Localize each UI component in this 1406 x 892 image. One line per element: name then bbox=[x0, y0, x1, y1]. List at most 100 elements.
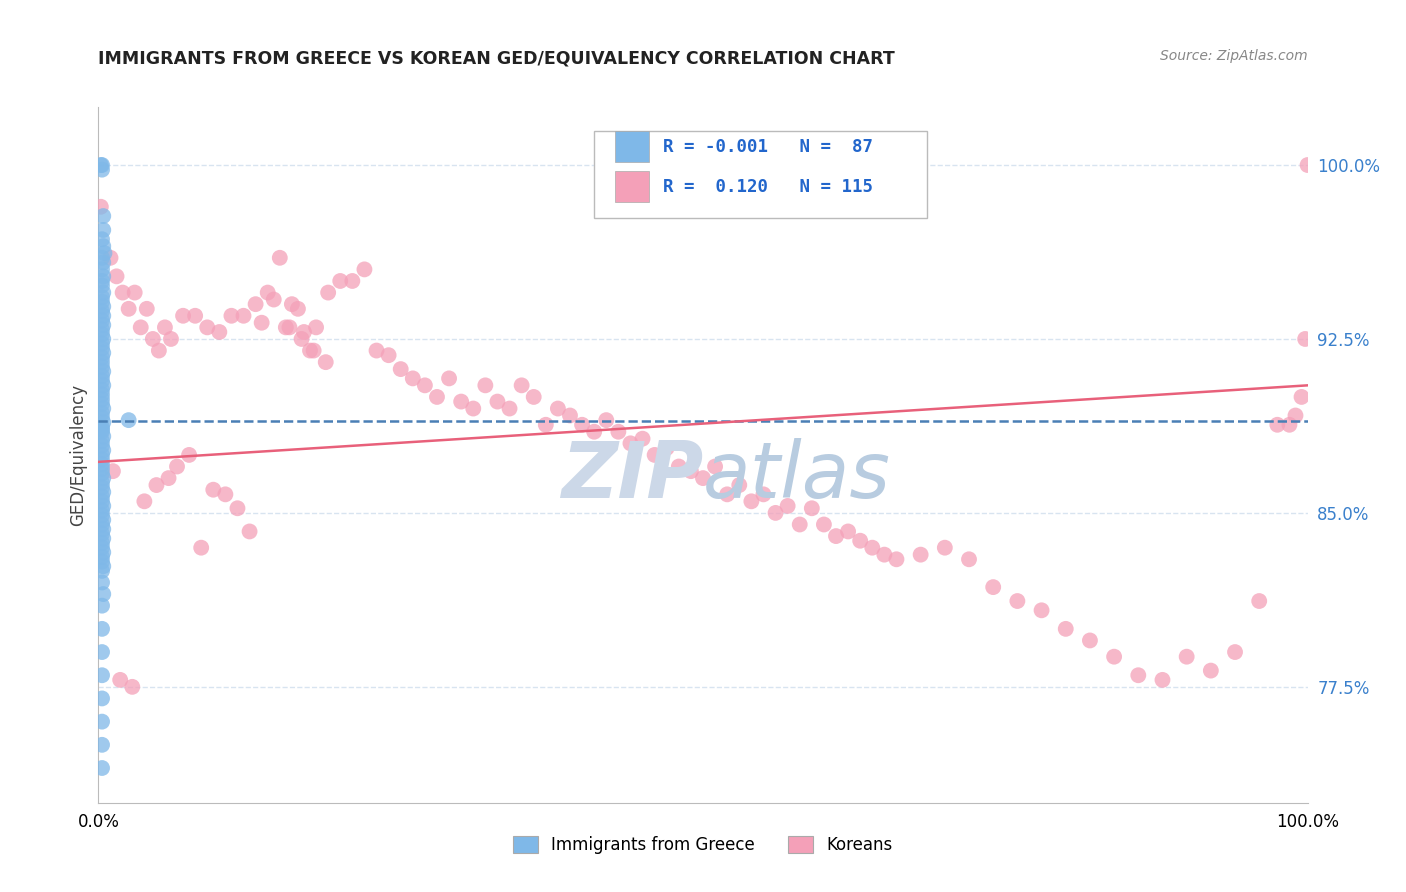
Point bbox=[142, 332, 165, 346]
Point bbox=[1007, 594, 1029, 608]
Point bbox=[91, 323, 114, 337]
Point bbox=[91, 332, 114, 346]
Point bbox=[91, 336, 114, 351]
Point bbox=[91, 406, 114, 420]
Point bbox=[534, 417, 557, 432]
Point bbox=[91, 549, 114, 564]
Point bbox=[305, 320, 328, 334]
Point bbox=[1223, 645, 1246, 659]
Point bbox=[510, 378, 533, 392]
Point bbox=[91, 425, 114, 439]
Point bbox=[287, 301, 309, 316]
Point bbox=[595, 413, 617, 427]
Text: R =  0.120   N = 115: R = 0.120 N = 115 bbox=[664, 178, 873, 196]
Point bbox=[91, 555, 114, 569]
Point bbox=[172, 309, 194, 323]
Point bbox=[195, 320, 218, 334]
Point bbox=[619, 436, 641, 450]
Point bbox=[91, 587, 114, 601]
Point bbox=[90, 200, 112, 214]
Point bbox=[91, 369, 114, 384]
Point bbox=[1102, 649, 1125, 664]
Point bbox=[129, 320, 152, 334]
Point bbox=[353, 262, 375, 277]
Point bbox=[145, 478, 167, 492]
Point bbox=[981, 580, 1004, 594]
Point bbox=[91, 158, 114, 172]
Point bbox=[91, 522, 114, 536]
Point bbox=[813, 517, 835, 532]
Point bbox=[226, 501, 249, 516]
Point bbox=[377, 348, 399, 362]
Point bbox=[450, 394, 472, 409]
Point bbox=[91, 517, 114, 532]
Point bbox=[91, 313, 114, 327]
Point bbox=[91, 494, 114, 508]
Point bbox=[315, 355, 337, 369]
Point bbox=[91, 443, 114, 458]
FancyBboxPatch shape bbox=[614, 131, 648, 162]
Point bbox=[214, 487, 236, 501]
Point bbox=[498, 401, 520, 416]
Point bbox=[91, 378, 114, 392]
Text: atlas: atlas bbox=[703, 438, 891, 514]
Point bbox=[91, 285, 114, 300]
Point bbox=[91, 429, 114, 443]
FancyBboxPatch shape bbox=[595, 131, 927, 219]
Point bbox=[135, 301, 157, 316]
Point bbox=[1278, 417, 1301, 432]
Text: IMMIGRANTS FROM GREECE VS KOREAN GED/EQUIVALENCY CORRELATION CHART: IMMIGRANTS FROM GREECE VS KOREAN GED/EQU… bbox=[98, 49, 896, 67]
Point bbox=[91, 327, 114, 342]
Point bbox=[413, 378, 436, 392]
Point bbox=[245, 297, 267, 311]
Point bbox=[281, 297, 304, 311]
Point bbox=[157, 471, 180, 485]
Point bbox=[91, 513, 114, 527]
Point bbox=[250, 316, 273, 330]
Point bbox=[437, 371, 460, 385]
Legend: Immigrants from Greece, Koreans: Immigrants from Greece, Koreans bbox=[506, 829, 900, 861]
Point bbox=[837, 524, 859, 539]
Point bbox=[302, 343, 325, 358]
Text: R = -0.001   N =  87: R = -0.001 N = 87 bbox=[664, 138, 873, 156]
Point bbox=[91, 668, 114, 682]
Point bbox=[342, 274, 364, 288]
Point bbox=[91, 401, 114, 416]
Point bbox=[789, 517, 811, 532]
Point bbox=[208, 325, 231, 339]
Point bbox=[91, 239, 114, 253]
Point bbox=[91, 251, 114, 265]
Point bbox=[316, 285, 339, 300]
Point bbox=[91, 439, 114, 453]
Point bbox=[91, 294, 114, 309]
Point bbox=[91, 420, 114, 434]
Point bbox=[179, 448, 201, 462]
Point bbox=[523, 390, 546, 404]
Point bbox=[221, 309, 243, 323]
Point bbox=[752, 487, 775, 501]
Point bbox=[91, 452, 114, 467]
Point bbox=[1294, 332, 1316, 346]
Point bbox=[1199, 664, 1222, 678]
Point bbox=[153, 320, 176, 334]
Point bbox=[644, 448, 666, 462]
Point bbox=[1031, 603, 1053, 617]
Point bbox=[91, 383, 114, 397]
Point bbox=[91, 475, 114, 490]
Point bbox=[91, 545, 114, 559]
Point bbox=[728, 478, 751, 492]
Point bbox=[292, 325, 315, 339]
Point bbox=[389, 362, 412, 376]
Point bbox=[105, 269, 128, 284]
Point bbox=[91, 564, 114, 578]
Point bbox=[1128, 668, 1150, 682]
Point bbox=[91, 622, 114, 636]
Point bbox=[91, 397, 114, 411]
Point bbox=[91, 346, 114, 360]
Point bbox=[679, 464, 702, 478]
Point bbox=[91, 387, 114, 401]
Point bbox=[692, 471, 714, 485]
Point bbox=[91, 532, 114, 546]
Point bbox=[91, 355, 114, 369]
Point bbox=[463, 401, 485, 416]
